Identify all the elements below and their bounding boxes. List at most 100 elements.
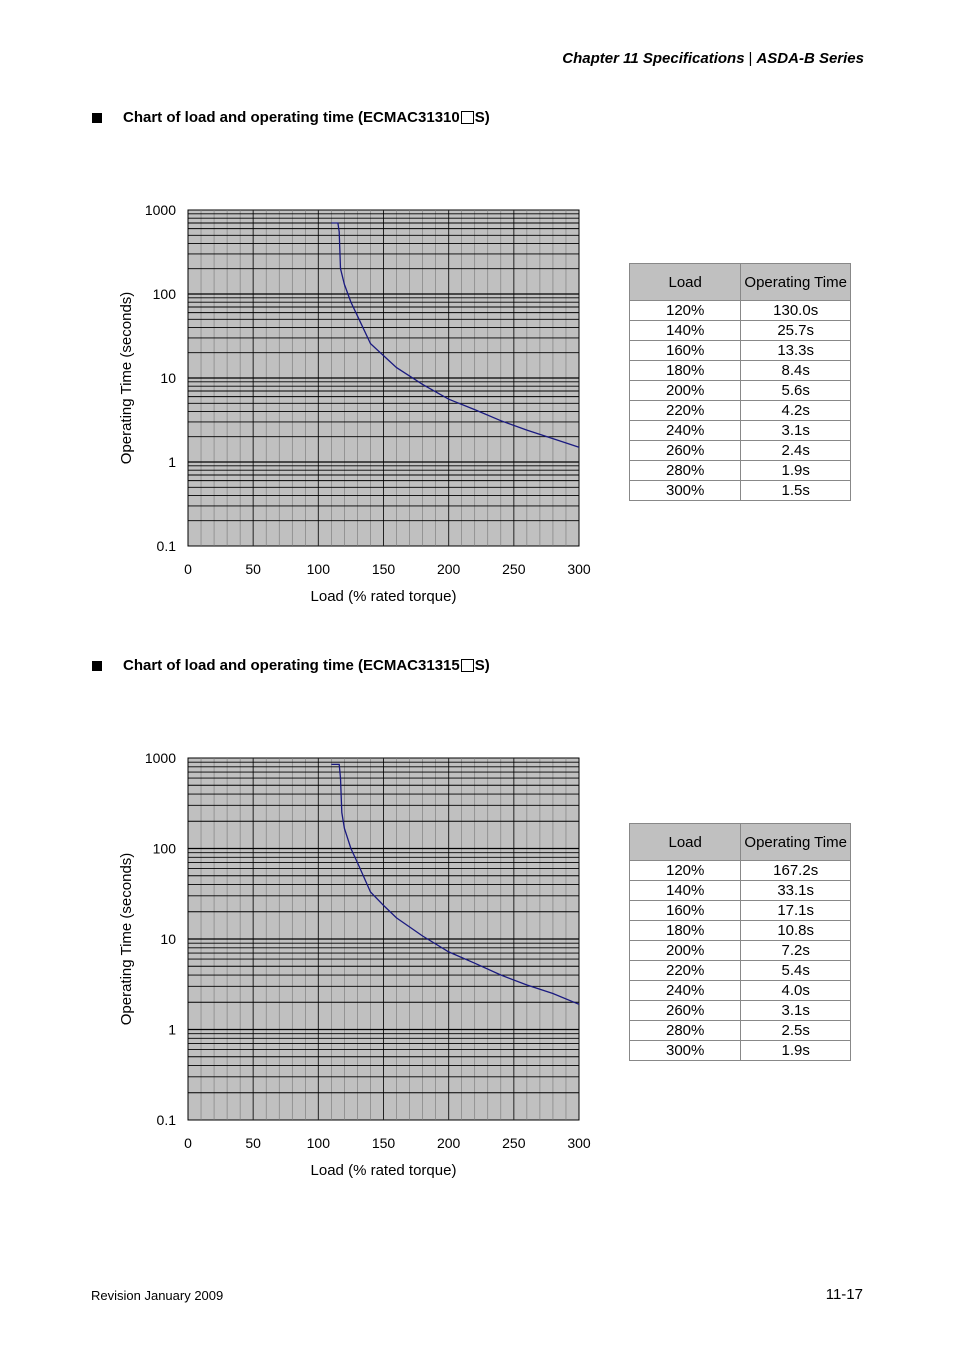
load-cell: 260% [628,1000,742,1021]
y-tick-label: 10 [160,931,176,947]
load-cell: 120% [628,300,742,321]
x-tick-label: 50 [245,561,261,577]
operating-time-cell: 2.4s [740,440,851,461]
x-tick-label: 300 [567,1135,591,1151]
load-cell: 300% [628,480,742,501]
operating-time-series-line [331,222,580,448]
operating-time-cell: 5.6s [740,380,851,401]
section-title-1: Chart of load and operating time (ECMAC3… [92,109,490,126]
table-row: 220% 5.4s [628,960,851,981]
operating-time-cell: 17.1s [740,900,851,921]
x-tick-label: 100 [307,561,331,577]
operating-time-series-line [331,763,580,1005]
section-title-1-prefix: Chart of load and operating time (ECMAC3… [123,109,460,126]
x-tick-label: 150 [372,561,396,577]
load-cell: 260% [628,440,742,461]
table-header-load: Load [628,263,742,301]
y-tick-label: 1000 [145,202,176,218]
table-header-load: Load [628,823,742,861]
x-tick-label: 200 [437,1135,461,1151]
operating-time-cell: 13.3s [740,340,851,361]
x-tick-label: 0 [184,1135,192,1151]
operating-time-cell: 130.0s [740,300,851,321]
y-tick-label: 1 [168,1022,176,1038]
table-row: 180% 10.8s [628,920,851,941]
load-cell: 120% [628,860,742,881]
table-row: 160% 17.1s [628,900,851,921]
y-tick-label: 10 [160,370,176,386]
x-tick-label: 100 [307,1135,331,1151]
box-placeholder-icon [460,659,474,672]
page-header: Chapter 11 Specifications | ASDA-B Series [562,50,864,67]
y-tick-label: 100 [153,286,177,302]
load-time-chart-2: 0 50 100 150 200 250 300 0.1 1 10 100 1000 Load (% r… [105,746,605,1179]
table-row: 220% 4.2s [628,400,851,421]
load-cell: 220% [628,400,742,421]
x-tick-label: 0 [184,561,192,577]
x-tick-label: 200 [437,561,461,577]
load-cell: 180% [628,920,742,941]
load-cell: 300% [628,1040,742,1061]
bullet-square-icon [92,112,102,123]
y-axis-label: Operating Time (seconds) [118,853,135,1026]
chart-1-svg: 0 50 100 150 200 250 300 0.1 1 10 100 1000 Load (% r… [118,202,591,605]
section-title-2-suffix: S) [474,657,490,674]
section-title-1-suffix: S) [474,109,490,126]
load-cell: 220% [628,960,742,981]
table-row: 140% 25.7s [628,320,851,341]
x-tick-label: 150 [372,1135,396,1151]
section-title-2-prefix: Chart of load and operating time (ECMAC3… [123,657,460,674]
operating-time-cell: 1.9s [740,1040,851,1061]
load-cell: 140% [628,880,742,901]
box-placeholder-icon [460,111,474,124]
table-row: 240% 3.1s [628,420,851,441]
operating-time-cell: 167.2s [740,860,851,881]
section-title-2: Chart of load and operating time (ECMAC3… [92,657,490,674]
table-row: 120% 130.0s [628,300,851,321]
y-tick-label: 1 [168,454,176,470]
load-cell: 140% [628,320,742,341]
load-cell: 180% [628,360,742,381]
operating-time-cell: 8.4s [740,360,851,381]
load-time-chart-1: 0 50 100 150 200 250 300 0.1 1 10 100 1000 Load (% r… [105,198,605,608]
spec-table-1: Load Operating Time 120% 130.0s 140% 25.7s 1… [628,263,851,501]
load-cell: 160% [628,900,742,921]
footer-page-number: 11-17 [825,1286,863,1303]
load-cell: 160% [628,340,742,361]
load-cell: 240% [628,420,742,441]
table-row: 120% 167.2s [628,860,851,881]
load-cell: 200% [628,940,742,961]
table-row: 200% 5.6s [628,380,851,401]
operating-time-cell: 4.2s [740,400,851,421]
table-row: 280% 2.5s [628,1020,851,1041]
operating-time-cell: 3.1s [740,1000,851,1021]
table-row: 300% 1.9s [628,1040,851,1061]
table-row: 180% 8.4s [628,360,851,381]
y-tick-label: 0.1 [157,538,177,554]
operating-time-cell: 3.1s [740,420,851,441]
series-title: ASDA-B Series [756,50,864,67]
table-row: 200% 7.2s [628,940,851,961]
header-separator: | [748,50,753,67]
x-tick-label: 300 [567,561,591,577]
chapter-title: Chapter 11 Specifications [562,50,745,67]
chart-2-svg: 0 50 100 150 200 250 300 0.1 1 10 100 1000 Load (% r… [118,750,591,1179]
operating-time-cell: 1.9s [740,460,851,481]
operating-time-cell: 10.8s [740,920,851,941]
load-cell: 280% [628,460,742,481]
load-cell: 200% [628,380,742,401]
bullet-square-icon [92,660,102,671]
table-row: 280% 1.9s [628,460,851,481]
x-axis-label: Load (% rated torque) [311,1162,457,1179]
table-row: 300% 1.5s [628,480,851,501]
operating-time-cell: 4.0s [740,980,851,1001]
table-row: 260% 2.4s [628,440,851,461]
x-tick-label: 250 [502,561,526,577]
operating-time-cell: 7.2s [740,940,851,961]
operating-time-cell: 2.5s [740,1020,851,1041]
y-tick-label: 0.1 [157,1112,177,1128]
table-row: 160% 13.3s [628,340,851,361]
table-header-operating-time: Operating Time [740,263,851,301]
table-row: 140% 33.1s [628,880,851,901]
operating-time-cell: 25.7s [740,320,851,341]
